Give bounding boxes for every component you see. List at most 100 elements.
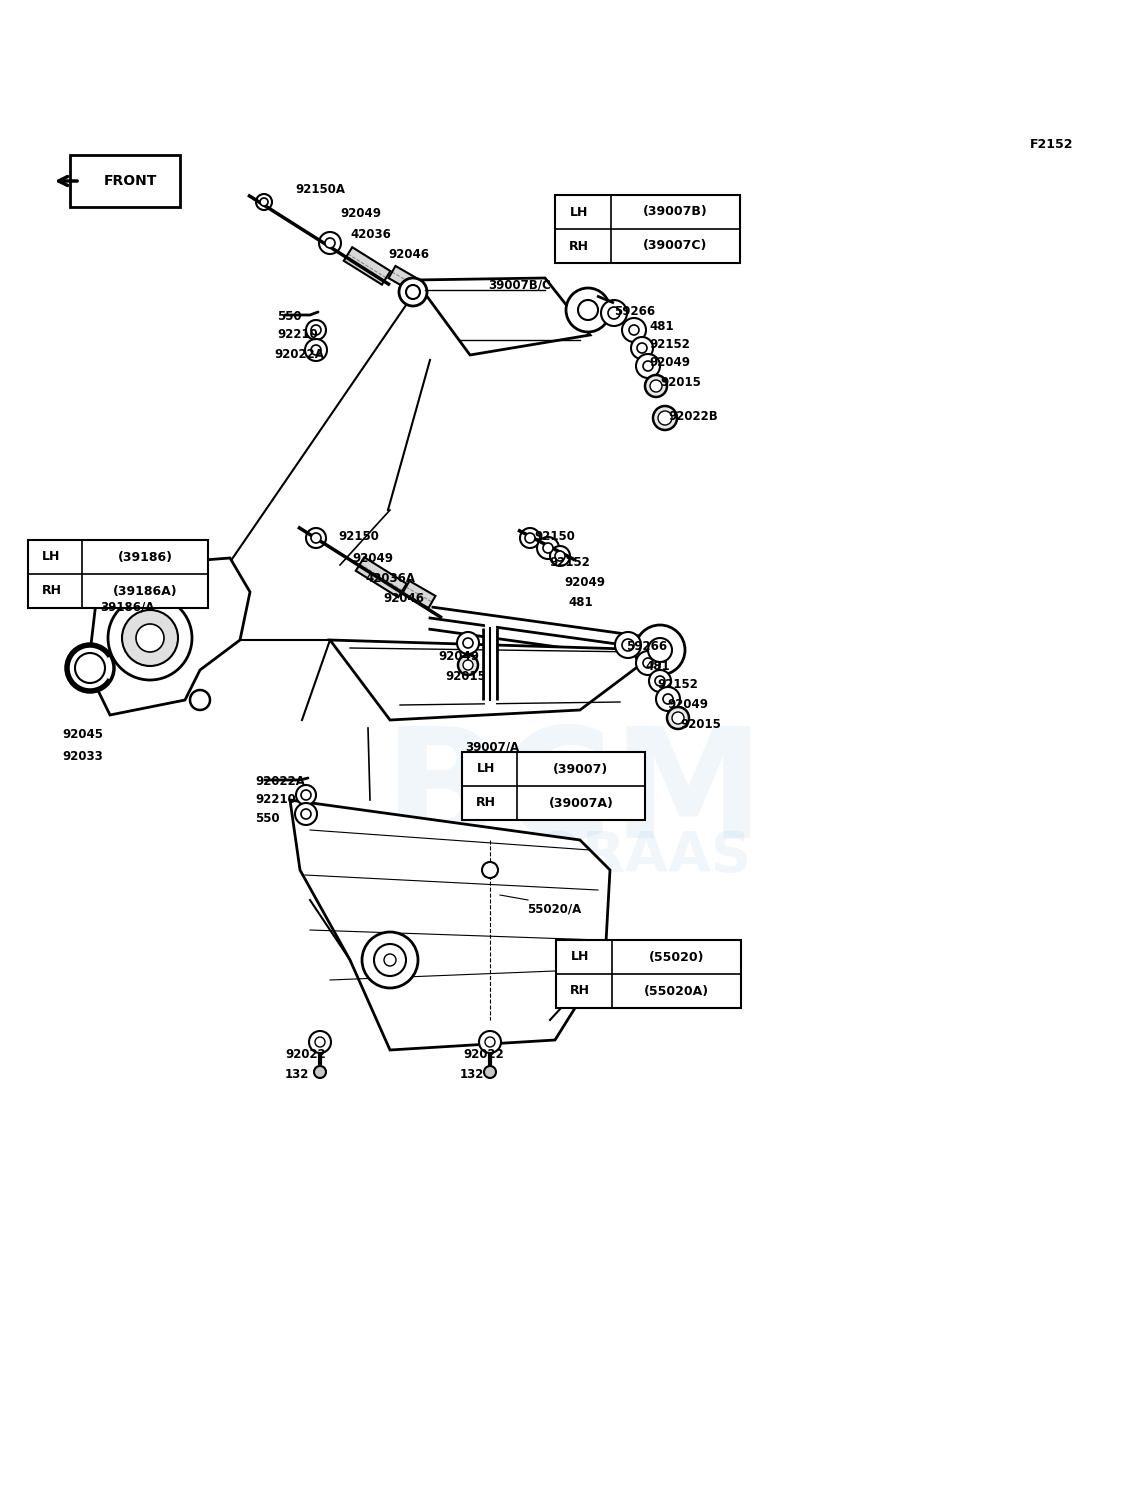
Text: (39186): (39186) xyxy=(117,551,172,563)
Circle shape xyxy=(311,326,321,335)
Text: (55020): (55020) xyxy=(649,950,704,964)
Text: 59266: 59266 xyxy=(614,305,656,318)
Text: 92015: 92015 xyxy=(680,717,721,731)
Circle shape xyxy=(608,308,620,320)
Text: 92049: 92049 xyxy=(439,650,479,663)
Text: 39186/A: 39186/A xyxy=(100,600,154,612)
Circle shape xyxy=(374,944,406,976)
Circle shape xyxy=(315,1037,325,1048)
Polygon shape xyxy=(343,248,390,285)
Polygon shape xyxy=(290,800,610,1051)
Text: 550: 550 xyxy=(255,812,280,826)
Circle shape xyxy=(463,660,473,669)
Text: LH: LH xyxy=(571,950,589,964)
Circle shape xyxy=(649,669,670,692)
Text: 92152: 92152 xyxy=(657,678,698,690)
Circle shape xyxy=(656,675,665,686)
Circle shape xyxy=(537,537,559,558)
Circle shape xyxy=(311,533,321,543)
Circle shape xyxy=(645,375,667,396)
Text: 132: 132 xyxy=(460,1069,484,1081)
Text: 481: 481 xyxy=(645,660,669,672)
Text: 481: 481 xyxy=(649,320,674,333)
Circle shape xyxy=(295,803,317,826)
Circle shape xyxy=(191,690,210,710)
Text: 92022A: 92022A xyxy=(255,775,305,788)
Circle shape xyxy=(463,638,473,648)
Circle shape xyxy=(362,932,418,988)
Circle shape xyxy=(122,609,178,666)
Circle shape xyxy=(664,693,673,704)
Bar xyxy=(28,540,208,608)
Circle shape xyxy=(108,596,192,680)
Circle shape xyxy=(325,239,335,248)
Circle shape xyxy=(525,533,535,543)
Text: (39186A): (39186A) xyxy=(113,584,177,597)
Circle shape xyxy=(672,711,684,723)
Text: 92152: 92152 xyxy=(549,555,590,569)
Text: 92049: 92049 xyxy=(564,576,605,588)
Circle shape xyxy=(305,339,327,362)
Text: LH: LH xyxy=(569,206,588,219)
Circle shape xyxy=(484,1066,496,1078)
Text: 92022B: 92022B xyxy=(668,410,718,423)
Polygon shape xyxy=(403,581,435,608)
Text: 550: 550 xyxy=(277,311,302,323)
Text: 92015: 92015 xyxy=(660,375,701,389)
Text: (39007B): (39007B) xyxy=(643,206,707,219)
Circle shape xyxy=(566,288,610,332)
Text: 92150: 92150 xyxy=(534,530,575,543)
Text: 92045: 92045 xyxy=(62,728,103,741)
Bar xyxy=(70,155,180,207)
Circle shape xyxy=(307,528,326,548)
Circle shape xyxy=(615,632,641,657)
Circle shape xyxy=(75,653,104,683)
Polygon shape xyxy=(329,639,660,720)
Text: 59266: 59266 xyxy=(626,639,667,653)
Circle shape xyxy=(637,344,647,353)
Text: 92152: 92152 xyxy=(649,338,690,351)
Text: F2152: F2152 xyxy=(1030,138,1073,152)
Text: 132: 132 xyxy=(285,1069,309,1081)
Circle shape xyxy=(658,411,672,425)
Text: 92033: 92033 xyxy=(62,750,103,763)
Text: RH: RH xyxy=(569,240,589,252)
Circle shape xyxy=(319,233,341,254)
Circle shape xyxy=(484,1037,495,1048)
Circle shape xyxy=(577,300,598,320)
Circle shape xyxy=(631,338,653,359)
Text: 42036A: 42036A xyxy=(365,572,414,585)
Text: 92210: 92210 xyxy=(255,793,296,806)
Circle shape xyxy=(636,651,660,675)
Polygon shape xyxy=(388,266,420,293)
Text: 92150A: 92150A xyxy=(295,183,346,197)
Text: 92022A: 92022A xyxy=(274,348,324,362)
Circle shape xyxy=(406,285,420,299)
Text: RH: RH xyxy=(41,584,61,597)
Circle shape xyxy=(311,345,321,356)
Circle shape xyxy=(65,644,114,692)
Text: 92210: 92210 xyxy=(277,329,318,341)
Text: 92049: 92049 xyxy=(340,207,381,221)
Circle shape xyxy=(400,278,427,306)
Text: 92049: 92049 xyxy=(352,552,393,564)
Text: 92015: 92015 xyxy=(445,669,486,683)
Text: 92046: 92046 xyxy=(383,591,424,605)
Text: (39007C): (39007C) xyxy=(643,240,707,252)
Text: 92022: 92022 xyxy=(463,1048,504,1061)
Text: 92022: 92022 xyxy=(285,1048,326,1061)
Circle shape xyxy=(667,707,689,729)
Circle shape xyxy=(479,1031,501,1054)
Polygon shape xyxy=(414,278,590,356)
Circle shape xyxy=(256,194,272,210)
Circle shape xyxy=(653,405,677,429)
Polygon shape xyxy=(88,558,250,714)
Text: LH: LH xyxy=(42,551,61,563)
Circle shape xyxy=(301,790,311,800)
Circle shape xyxy=(647,638,672,662)
Text: RH: RH xyxy=(571,985,590,998)
Circle shape xyxy=(635,624,685,675)
Text: 42036: 42036 xyxy=(350,228,390,242)
Text: 39007/A: 39007/A xyxy=(465,740,519,754)
Circle shape xyxy=(650,380,662,392)
